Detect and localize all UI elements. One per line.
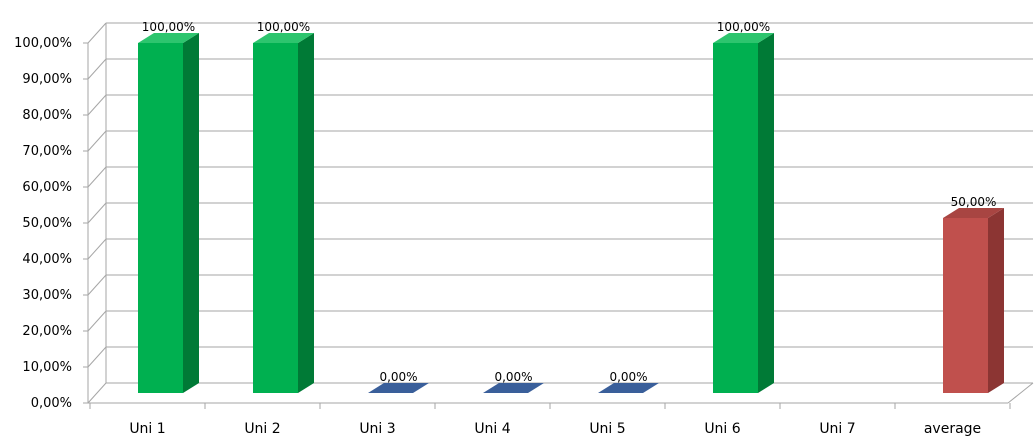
bar (483, 383, 544, 393)
data-label: 100,00% (717, 20, 770, 34)
bar-face (138, 43, 183, 393)
x-tick-label: Uni 6 (704, 421, 740, 437)
y-tick-label: 40,00% (22, 252, 72, 267)
x-tick-label: Uni 5 (589, 421, 625, 437)
y-tick-label: 80,00% (22, 108, 72, 123)
gridline-wall (87, 346, 107, 368)
gridline-wall (87, 382, 107, 404)
bar-face (943, 218, 988, 393)
y-tick-label: 50,00% (22, 216, 72, 231)
gridline-wall (87, 94, 107, 116)
y-tick-label: 20,00% (22, 324, 72, 339)
x-tick-label: Uni 1 (129, 421, 165, 437)
gridline-wall (87, 310, 107, 332)
y-tick-label: 100,00% (14, 36, 72, 51)
y-tick-label: 70,00% (22, 144, 72, 159)
gridline-wall (87, 238, 107, 260)
bar-top (598, 383, 659, 393)
data-label: 0,00% (379, 370, 417, 384)
bar-top (253, 33, 314, 43)
data-label: 0,00% (494, 370, 532, 384)
bar-layer (138, 33, 1004, 393)
gridline-wall (87, 130, 107, 152)
y-tick-label: 0,00% (31, 396, 72, 411)
bar-side (758, 33, 774, 393)
data-label: 100,00% (142, 20, 195, 34)
gridline-wall (87, 22, 107, 44)
x-tick-label: Uni 3 (359, 421, 395, 437)
bar (598, 383, 659, 393)
bar (713, 33, 774, 393)
bar (943, 208, 1004, 393)
bar-face (253, 43, 298, 393)
gridline-wall (87, 202, 107, 224)
bar-side (988, 208, 1004, 393)
data-label: 0,00% (609, 370, 647, 384)
floor-right-edge (1007, 382, 1034, 404)
data-label: 100,00% (257, 20, 310, 34)
bar (253, 33, 314, 393)
y-tick-label: 10,00% (22, 360, 72, 375)
bar-top (368, 383, 429, 393)
bar-top (483, 383, 544, 393)
x-tick-label: Uni 4 (474, 421, 510, 437)
bar-side (298, 33, 314, 393)
bar (368, 383, 429, 393)
bar-top (138, 33, 199, 43)
x-tick-label: average (924, 421, 981, 437)
y-tick-label: 90,00% (22, 72, 72, 87)
bar-top (943, 208, 1004, 218)
bar (138, 33, 199, 393)
gridline-wall (87, 274, 107, 296)
y-tick-label: 30,00% (22, 288, 72, 303)
x-tick-label: Uni 2 (244, 421, 280, 437)
bar-top (713, 33, 774, 43)
bar-face (713, 43, 758, 393)
gridline-wall (87, 166, 107, 188)
grid-layer (87, 22, 1033, 404)
y-tick-label: 60,00% (22, 180, 72, 195)
x-tick-label: Uni 7 (819, 421, 855, 437)
bar-side (183, 33, 199, 393)
data-label: 50,00% (951, 195, 997, 209)
gridline-wall (87, 58, 107, 80)
label-layer: 0,00% 10,00% 20,00% 30,00% 40,00% 50,00% 60,00… (14, 20, 996, 437)
axis-layer (83, 23, 1034, 409)
